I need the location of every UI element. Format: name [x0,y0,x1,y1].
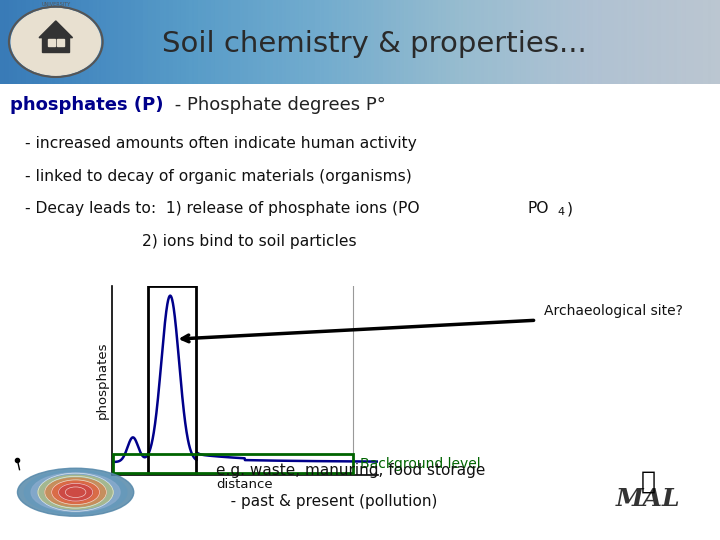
Text: - Phosphate degrees P°: - Phosphate degrees P° [169,96,386,114]
Bar [48,39,55,46]
Text: - past & present (pollution): - past & present (pollution) [216,494,437,509]
Text: - increased amounts often indicate human activity: - increased amounts often indicate human… [25,136,417,151]
Ellipse shape [45,478,107,507]
Polygon shape [39,21,73,38]
Text: ): ) [567,201,572,217]
Circle shape [11,8,101,76]
Ellipse shape [24,470,127,514]
Ellipse shape [31,473,120,512]
Ellipse shape [17,468,134,516]
Text: 🐄: 🐄 [641,469,655,494]
Text: Soil chemistry & properties...: Soil chemistry & properties... [162,30,587,58]
Ellipse shape [52,481,99,503]
Text: PO: PO [527,201,549,217]
Bar [113,455,353,473]
Y-axis label: phosphates: phosphates [96,342,109,420]
Text: Background level: Background level [360,457,480,471]
X-axis label: distance: distance [217,478,273,491]
Text: - Decay leads to:  1) release of phosphate ions (PO: - Decay leads to: 1) release of phosphat… [25,201,420,217]
Ellipse shape [38,475,113,509]
Text: phosphates (P): phosphates (P) [10,96,163,114]
Text: e.g. waste, manuring, food storage: e.g. waste, manuring, food storage [216,463,485,478]
Text: 4: 4 [557,207,564,217]
Text: Archaeological site?: Archaeological site? [544,303,683,318]
FancyBboxPatch shape [42,37,69,52]
Ellipse shape [58,483,93,501]
Bar [148,286,196,475]
Text: MAL: MAL [616,487,680,511]
Text: 2) ions bind to soil particles: 2) ions bind to soil particles [25,234,356,249]
Text: - linked to decay of organic materials (organisms): - linked to decay of organic materials (… [25,168,412,184]
Text: UNIVERSITY: UNIVERSITY [41,2,71,6]
Bar [57,39,63,46]
